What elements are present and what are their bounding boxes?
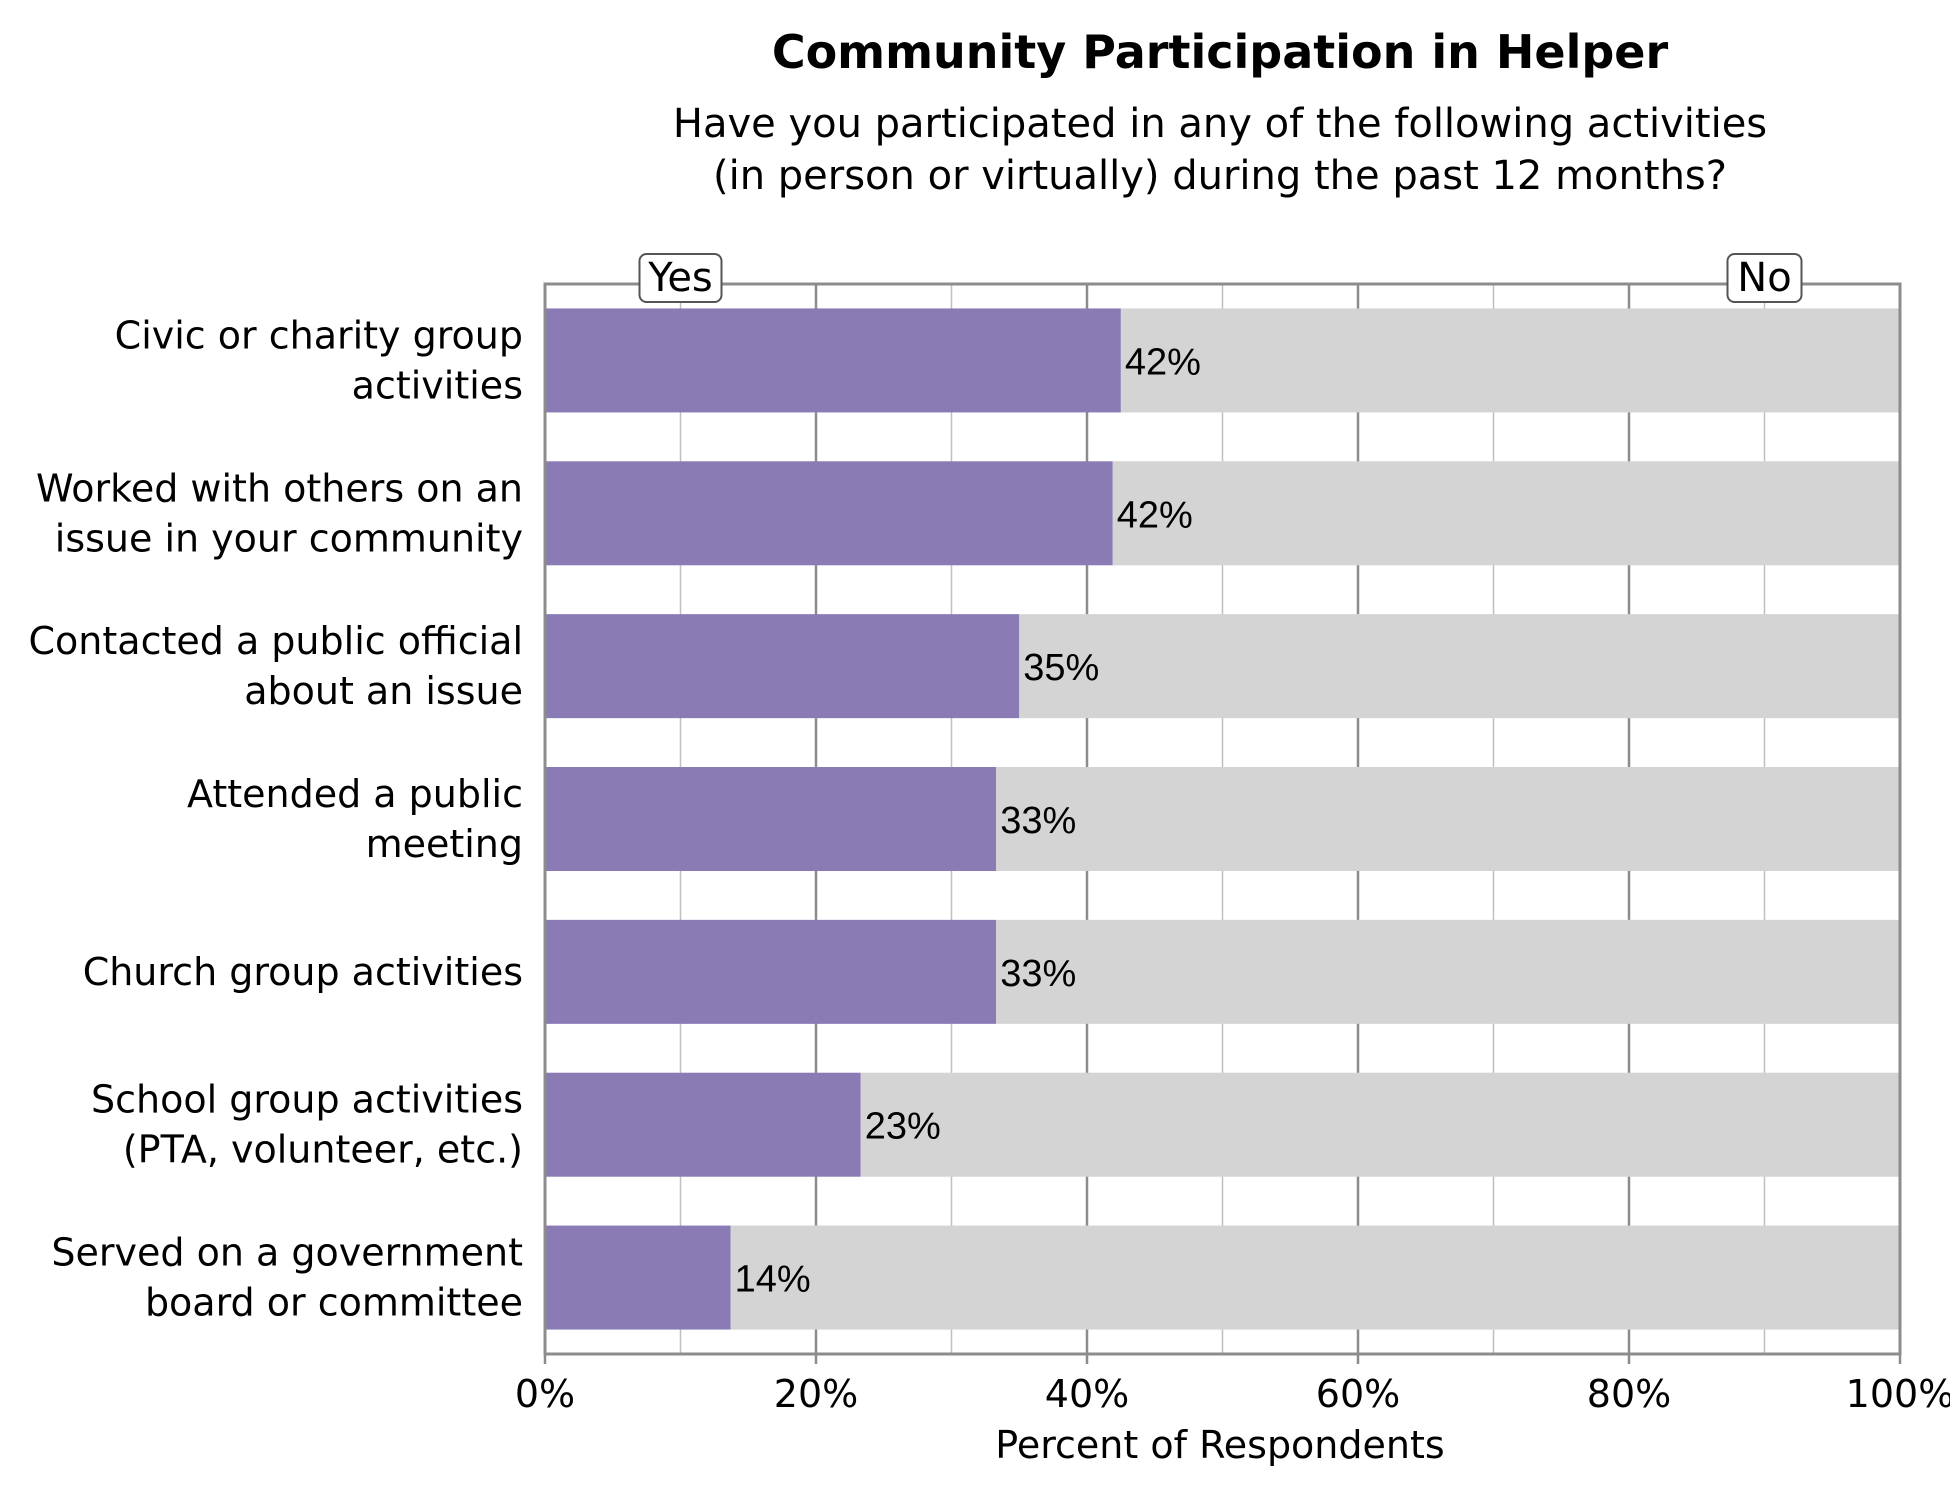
category-label: School group activities — [91, 1078, 523, 1122]
category-label: Attended a public — [187, 772, 523, 816]
x-tick-label: 60% — [1316, 1372, 1400, 1416]
category-label: Served on a government — [51, 1231, 523, 1275]
bar-no — [996, 919, 1900, 1024]
bar-no — [860, 1072, 1900, 1177]
bar-no — [1120, 308, 1900, 413]
legend-box-yes — [638, 253, 723, 303]
plot-border — [543, 282, 1902, 1356]
bar-no — [996, 767, 1900, 871]
bar-no — [1112, 461, 1900, 566]
category-label: Worked with others on an — [36, 466, 523, 510]
bar-yes — [545, 461, 1113, 566]
chart-subtitle: Have you participated in any of the foll… — [545, 98, 1895, 202]
subtitle-line-2: (in person or virtually) during the past… — [712, 153, 1727, 199]
x-tick-label: 80% — [1587, 1372, 1671, 1416]
data-label: 42% — [1117, 494, 1193, 536]
data-label: 42% — [1125, 341, 1201, 383]
category-label: (PTA, volunteer, etc.) — [123, 1128, 523, 1172]
category-label: Church group activities — [83, 950, 523, 994]
x-tick-label: 100% — [1846, 1372, 1950, 1416]
data-label: 14% — [735, 1259, 811, 1301]
legend-label-yes: Yes — [647, 255, 713, 301]
x-tick-label: 40% — [1045, 1372, 1129, 1416]
category-label: Civic or charity group — [115, 313, 523, 357]
bar-yes — [545, 308, 1121, 413]
category-label: board or committee — [145, 1281, 523, 1325]
category-label: meeting — [366, 822, 523, 866]
legend-box-no — [1726, 253, 1803, 303]
bar-yes — [545, 614, 1020, 719]
bar-yes — [545, 919, 997, 1024]
category-label: Contacted a public official — [29, 619, 523, 663]
bar-yes — [545, 1225, 731, 1330]
bar-yes — [545, 767, 997, 871]
category-label: about an issue — [244, 669, 523, 713]
bar-no — [730, 1225, 1900, 1330]
category-label: activities — [352, 363, 523, 407]
data-label: 33% — [1000, 800, 1076, 842]
data-label: 33% — [1000, 953, 1076, 995]
bar-yes — [545, 1072, 861, 1177]
data-label: 23% — [865, 1106, 941, 1148]
x-tick-label: 20% — [774, 1372, 858, 1416]
x-axis-title: Percent of Respondents — [995, 1423, 1445, 1467]
chart-title: Community Participation in Helper — [771, 25, 1669, 79]
subtitle-line-1: Have you participated in any of the foll… — [672, 101, 1768, 147]
data-label: 35% — [1023, 647, 1099, 689]
x-tick-label: 0% — [515, 1372, 575, 1416]
legend-label-no: No — [1737, 255, 1791, 301]
bar-no — [1019, 614, 1900, 719]
category-label: issue in your community — [55, 516, 523, 560]
